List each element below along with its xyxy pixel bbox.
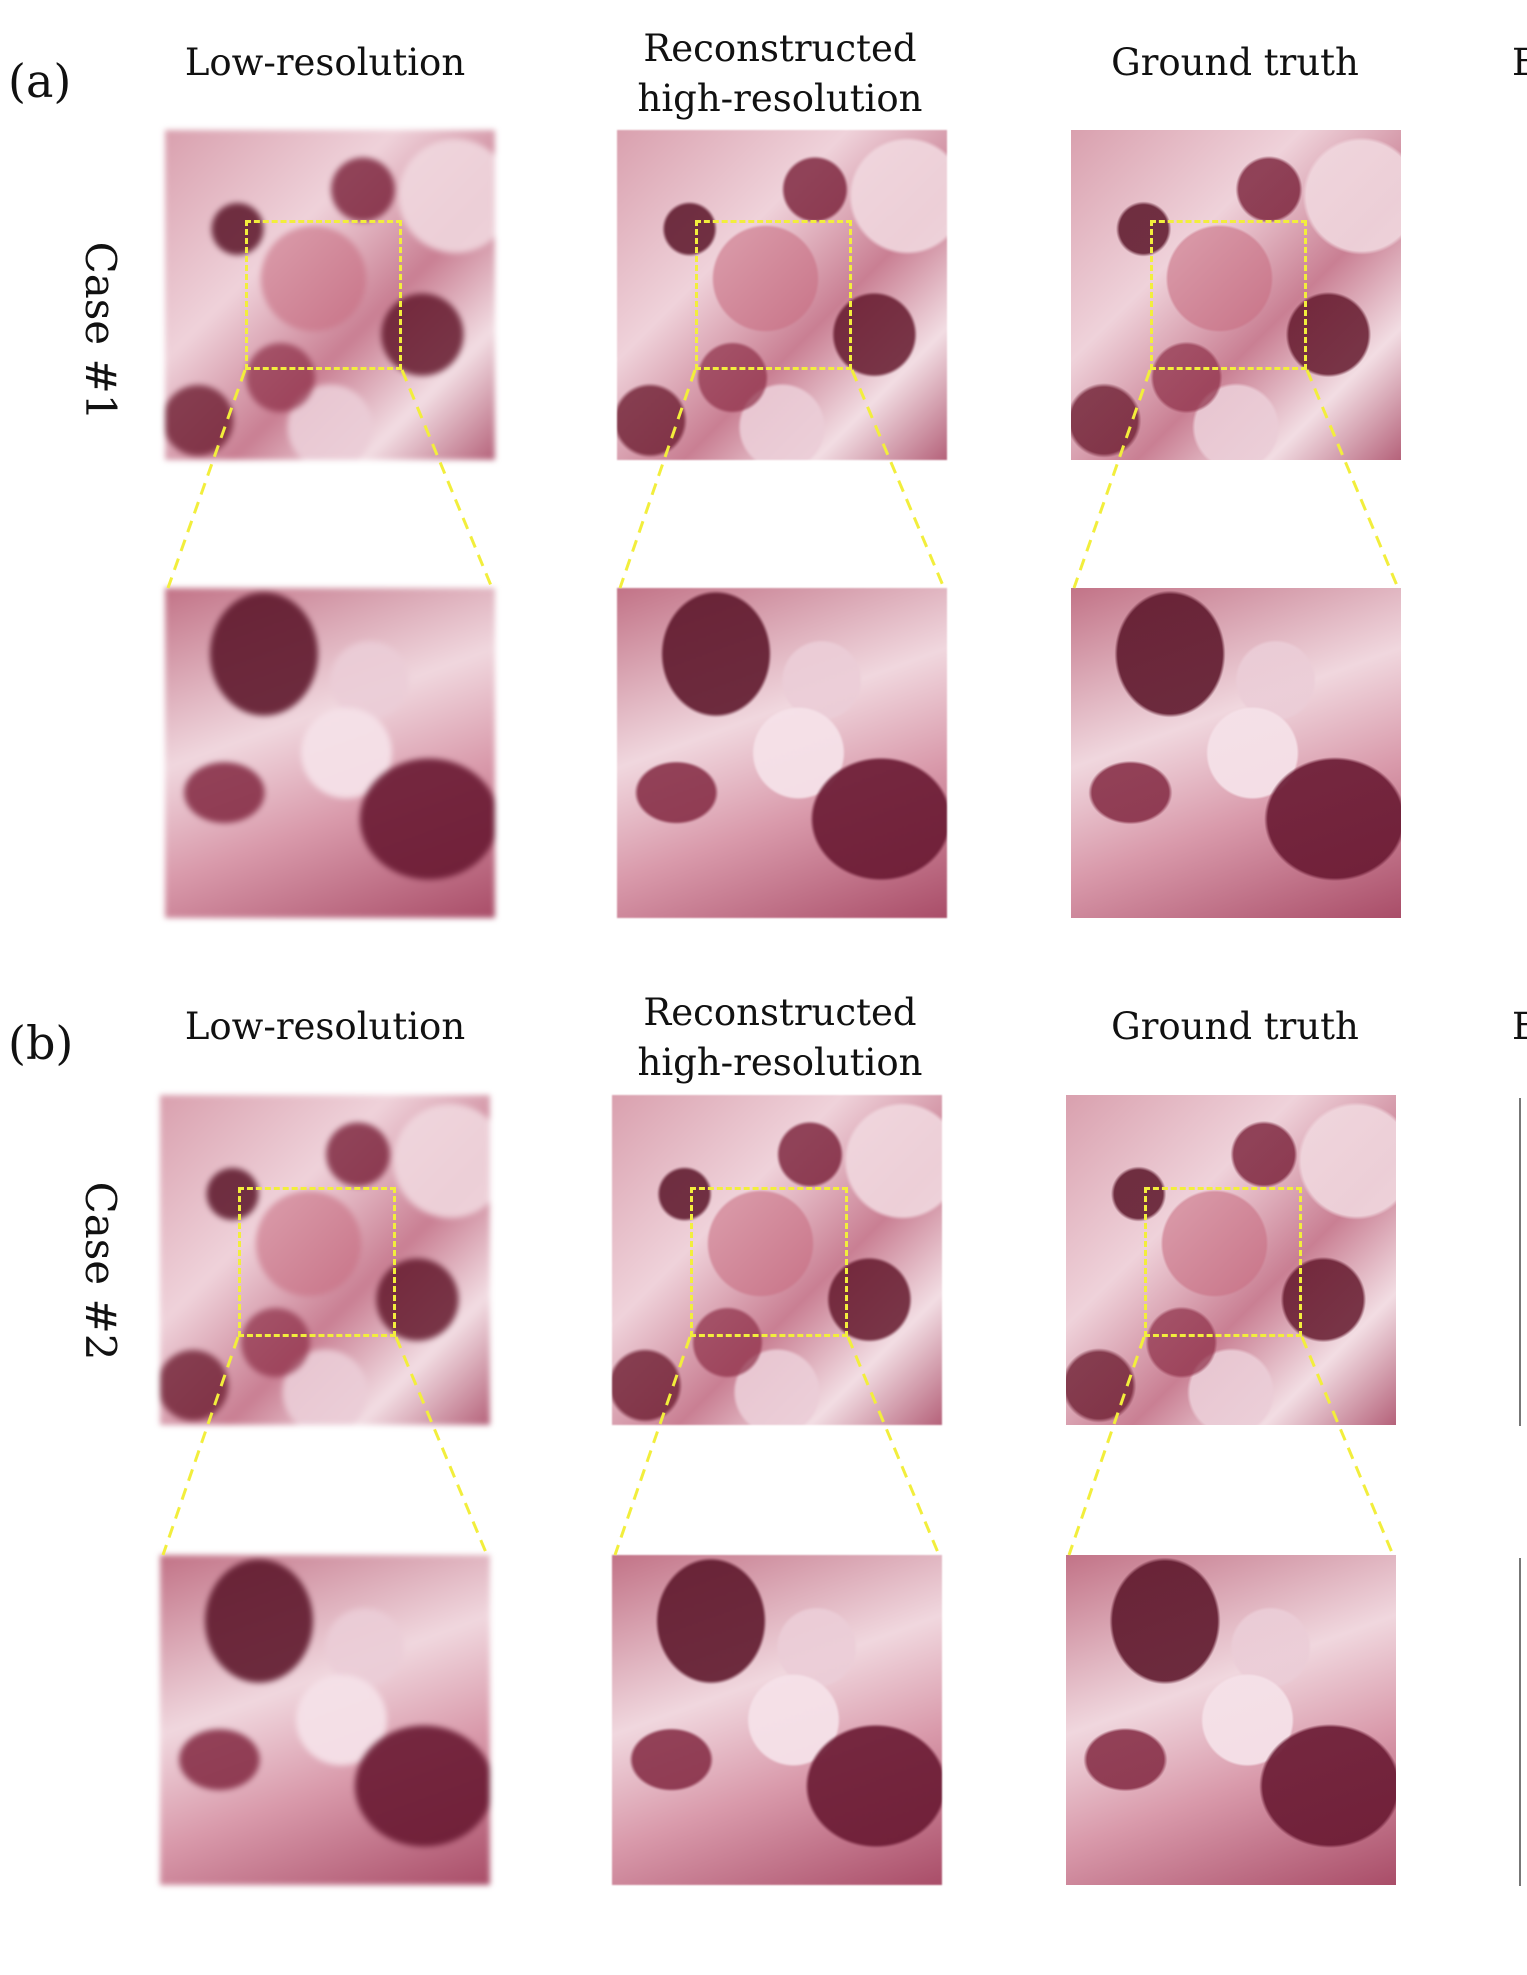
- roi-box-ground-truth-1: [1150, 220, 1307, 370]
- column-title-line: high-resolution: [637, 1041, 923, 1084]
- column-title-line: high-resolution: [637, 77, 923, 120]
- low-resolution-zoom-case-1: [165, 588, 495, 918]
- column-title-low-resolution-a: Low-resolution: [160, 38, 490, 88]
- roi-box-ground-truth-2: [1144, 1187, 1302, 1337]
- panel-label-a: (a): [8, 54, 72, 108]
- low-resolution-zoom-case-2: [160, 1555, 490, 1885]
- roi-box-low-res-1: [245, 220, 402, 370]
- column-title-reconstructed-b: Reconstructed high-resolution: [615, 988, 945, 1088]
- column-title-line: Reconstructed: [643, 991, 917, 1034]
- ground-truth-zoom-case-1: [1071, 588, 1401, 918]
- roi-box-reconstructed-1: [695, 220, 852, 370]
- reconstructed-zoom-case-1: [617, 588, 947, 918]
- cut-off-image-edge-zoom-b: [1519, 1558, 1521, 1886]
- column-title-reconstructed-a: Reconstructed high-resolution: [615, 24, 945, 124]
- column-title-line: Low-resolution: [184, 41, 466, 84]
- column-title-cut-b: E: [1512, 1002, 1527, 1052]
- panel-label-b: (b): [8, 1016, 74, 1070]
- cut-off-image-edge-top-b: [1519, 1098, 1521, 1426]
- roi-box-low-res-2: [238, 1187, 396, 1337]
- case-label-1: Case #1: [76, 241, 125, 421]
- reconstructed-zoom-case-2: [612, 1555, 942, 1885]
- roi-box-reconstructed-2: [690, 1187, 848, 1337]
- column-title-ground-truth-a: Ground truth: [1070, 38, 1400, 88]
- column-title-line: E: [1512, 41, 1527, 84]
- ground-truth-zoom-case-2: [1066, 1555, 1396, 1885]
- column-title-ground-truth-b: Ground truth: [1070, 1002, 1400, 1052]
- column-title-line: Ground truth: [1111, 1005, 1359, 1048]
- column-title-low-resolution-b: Low-resolution: [160, 1002, 490, 1052]
- column-title-line: Low-resolution: [184, 1005, 466, 1048]
- column-title-cut-a: E: [1512, 38, 1527, 88]
- column-title-line: E: [1512, 1005, 1527, 1048]
- column-title-line: Reconstructed: [643, 27, 917, 70]
- case-label-2: Case #2: [76, 1181, 125, 1361]
- column-title-line: Ground truth: [1111, 41, 1359, 84]
